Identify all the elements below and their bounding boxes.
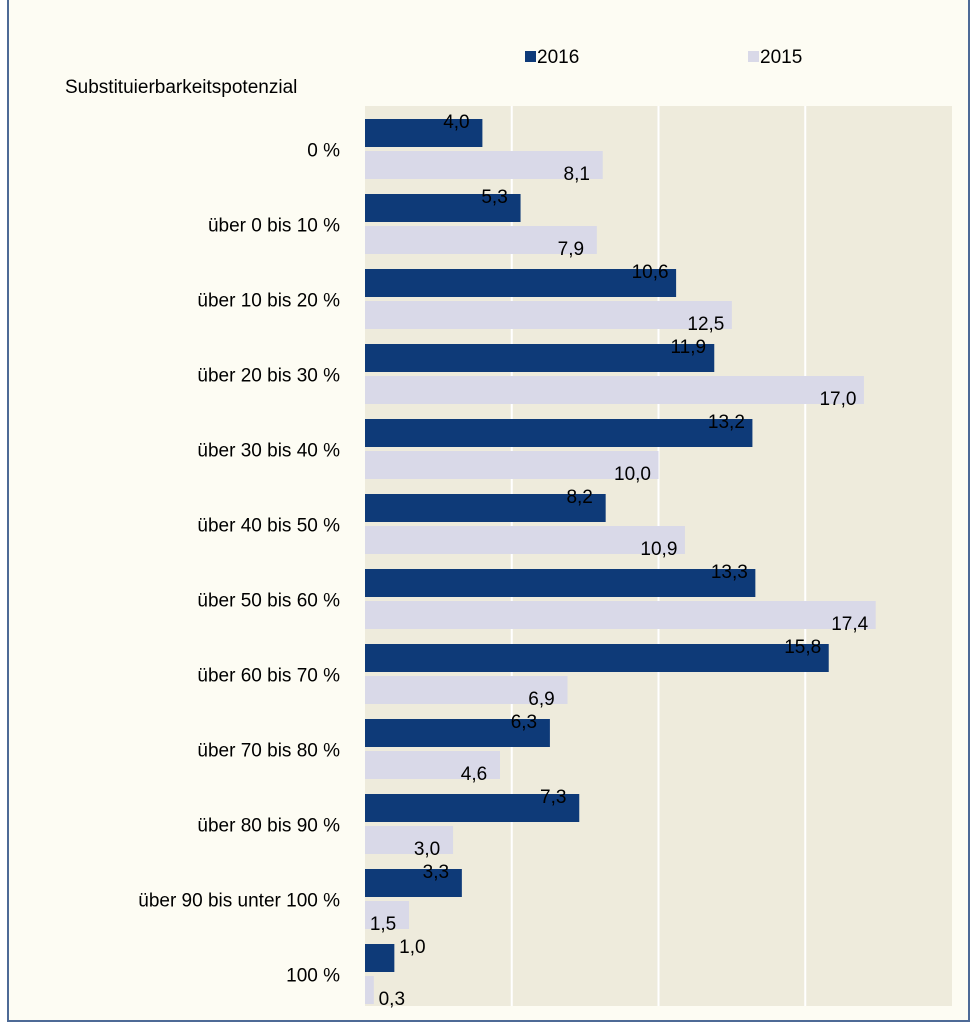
bar	[365, 869, 462, 897]
data-label: 4,0	[443, 112, 469, 133]
data-label: 1,0	[399, 937, 425, 958]
data-label: 13,3	[711, 562, 748, 583]
bar	[365, 944, 395, 972]
bar	[365, 826, 454, 854]
bar	[365, 976, 374, 1004]
bar	[365, 719, 550, 747]
y-tick-label: über 40 bis 50 %	[197, 516, 340, 537]
data-label: 6,3	[511, 712, 537, 733]
bar	[365, 676, 568, 704]
bar	[365, 526, 685, 554]
data-label: 5,3	[481, 187, 507, 208]
data-label: 10,6	[632, 262, 669, 283]
legend-swatch	[748, 51, 759, 62]
data-label: 17,0	[819, 389, 856, 410]
bar	[365, 301, 732, 329]
bar	[365, 194, 521, 222]
legend-label: 2016	[537, 47, 579, 68]
data-label: 8,1	[564, 164, 590, 185]
bar	[365, 751, 501, 779]
y-tick-label: 0 %	[307, 141, 340, 162]
data-label: 7,9	[558, 239, 584, 260]
y-tick-label: über 90 bis unter 100 %	[138, 891, 340, 912]
y-tick-label: über 10 bis 20 %	[197, 291, 340, 312]
data-label: 0,3	[379, 989, 405, 1010]
data-label: 11,9	[670, 337, 706, 358]
y-tick-label: über 60 bis 70 %	[197, 666, 340, 687]
data-label: 7,3	[540, 787, 566, 808]
bar	[365, 269, 677, 297]
data-label: 4,6	[461, 764, 487, 785]
bar	[365, 644, 829, 672]
y-axis-label: Substituierbarkeitspotenzial	[65, 77, 297, 98]
data-label: 8,2	[566, 487, 592, 508]
bar	[365, 569, 756, 597]
bar	[365, 451, 659, 479]
data-label: 10,9	[640, 539, 677, 560]
legend-label: 2015	[760, 47, 802, 68]
bar	[365, 151, 603, 179]
data-label: 12,5	[687, 314, 724, 335]
y-tick-label: über 30 bis 40 %	[197, 441, 340, 462]
bar	[365, 226, 597, 254]
y-tick-label: über 50 bis 60 %	[197, 591, 340, 612]
bar	[365, 376, 864, 404]
data-label: 15,8	[784, 637, 821, 658]
data-label: 10,0	[614, 464, 651, 485]
data-label: 13,2	[708, 412, 745, 433]
bar	[365, 794, 580, 822]
y-tick-label: über 70 bis 80 %	[197, 741, 340, 762]
y-tick-label: über 20 bis 30 %	[197, 366, 340, 387]
data-label: 3,0	[414, 839, 440, 860]
bar	[365, 901, 410, 929]
bar	[365, 119, 483, 147]
y-tick-label: über 80 bis 90 %	[197, 816, 340, 837]
data-label: 17,4	[831, 614, 868, 635]
y-tick-label: 100 %	[286, 966, 340, 987]
bar	[365, 419, 753, 447]
data-label: 3,3	[423, 862, 449, 883]
bar	[365, 344, 715, 372]
bar	[365, 494, 606, 522]
legend-swatch	[525, 51, 536, 62]
y-tick-label: über 0 bis 10 %	[208, 216, 340, 237]
bar	[365, 601, 876, 629]
data-label: 1,5	[370, 914, 396, 935]
data-label: 6,9	[528, 689, 554, 710]
